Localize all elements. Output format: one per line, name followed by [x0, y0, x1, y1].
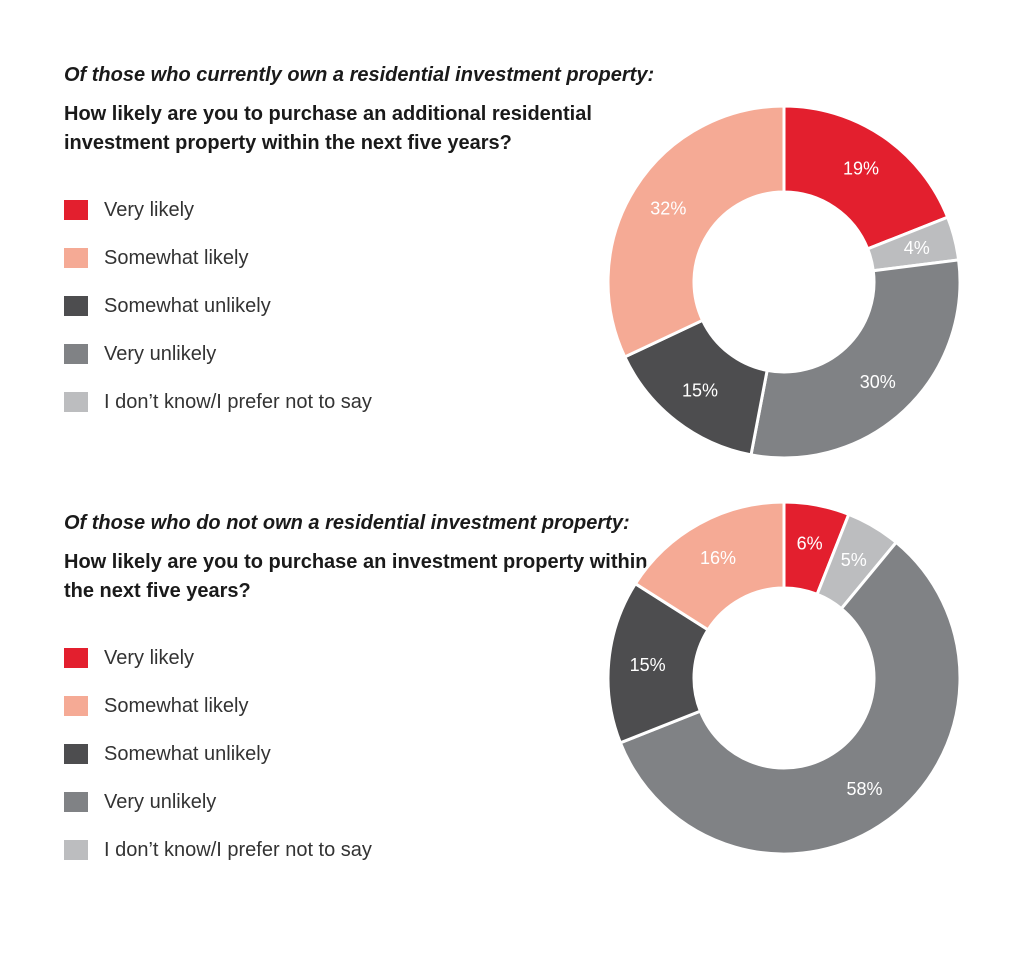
- chart-block-non-owners: Of those who do not own a residential in…: [0, 500, 1024, 956]
- legend-label: I don’t know/I prefer not to say: [104, 838, 372, 861]
- legend-swatch: [64, 248, 88, 268]
- legend-label: Somewhat unlikely: [104, 294, 271, 317]
- legend-swatch: [64, 696, 88, 716]
- donut-slice: [606, 581, 711, 745]
- chart-title: How likely are you to purchase an additi…: [64, 103, 592, 154]
- legend-item: I don’t know/I prefer not to say: [64, 378, 372, 426]
- slice-data-label: 58%: [847, 779, 883, 799]
- legend-item: Very likely: [64, 634, 372, 682]
- legend-label: Somewhat likely: [104, 246, 249, 269]
- slice-data-label: 30%: [860, 372, 896, 392]
- donut-chart: 6% 5% 58% 15% 16%: [606, 500, 962, 856]
- slice-data-label: 32%: [650, 199, 686, 219]
- legend-label: Very unlikely: [104, 790, 217, 813]
- legend-item: Very likely: [64, 186, 372, 234]
- legend-label: Somewhat likely: [104, 694, 249, 717]
- legend-swatch: [64, 840, 88, 860]
- legend-item: Very unlikely: [64, 778, 372, 826]
- donut-slice: [749, 258, 962, 460]
- slice-data-label: 19%: [843, 159, 879, 179]
- legend-item: Somewhat unlikely: [64, 282, 372, 330]
- legend-label: Very likely: [104, 646, 195, 669]
- slice-data-label: 16%: [700, 548, 736, 568]
- legend-swatch: [64, 744, 88, 764]
- legend-item: Somewhat likely: [64, 234, 372, 282]
- legend-swatch: [64, 392, 88, 412]
- donut-chart: 19% 4% 30% 15% 32%: [606, 104, 962, 460]
- slice-data-label: 15%: [682, 380, 718, 400]
- donut-slice: [633, 500, 786, 632]
- legend-item: Very unlikely: [64, 330, 372, 378]
- legend-label: Very unlikely: [104, 342, 217, 365]
- legend-swatch: [64, 344, 88, 364]
- donut-slice: [622, 318, 769, 457]
- legend-swatch: [64, 648, 88, 668]
- legend-swatch: [64, 296, 88, 316]
- slice-data-label: 5%: [841, 550, 867, 570]
- donut-slice: [618, 540, 962, 856]
- legend-item: I don’t know/I prefer not to say: [64, 826, 372, 874]
- slice-data-label: 4%: [904, 238, 930, 258]
- legend-swatch: [64, 200, 88, 220]
- legend-label: Very likely: [104, 198, 195, 221]
- donut-slice: [606, 104, 786, 359]
- chart-title: How likely are you to purchase an invest…: [64, 551, 648, 602]
- legend-label: Somewhat unlikely: [104, 742, 271, 765]
- legend-item: Somewhat unlikely: [64, 730, 372, 778]
- donut-slice: [782, 104, 950, 251]
- legend-item: Somewhat likely: [64, 682, 372, 730]
- slice-data-label: 6%: [797, 533, 823, 553]
- chart-subtitle: Of those who currently own a residential…: [64, 64, 655, 86]
- slice-data-label: 15%: [630, 655, 666, 675]
- chart-block-owners: Of those who currently own a residential…: [0, 58, 1024, 508]
- legend: Very likely Somewhat likely Somewhat unl…: [64, 634, 372, 874]
- legend-label: I don’t know/I prefer not to say: [104, 390, 372, 413]
- legend-swatch: [64, 792, 88, 812]
- chart-subtitle: Of those who do not own a residential in…: [64, 512, 630, 534]
- legend: Very likely Somewhat likely Somewhat unl…: [64, 186, 372, 426]
